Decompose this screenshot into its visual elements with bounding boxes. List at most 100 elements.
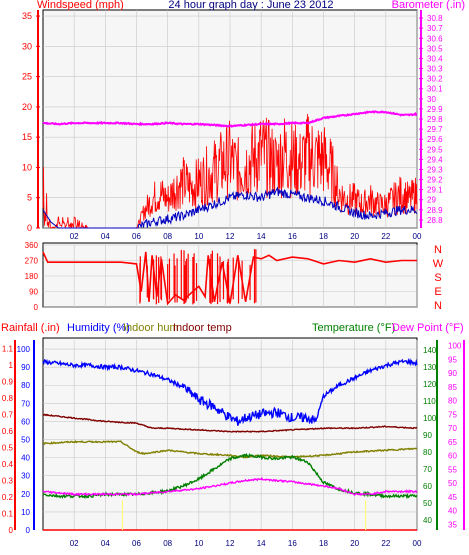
dew-point-f-series <box>42 476 418 497</box>
humidity-tick: 50 <box>21 436 30 445</box>
dewpoint-tick: 70 <box>448 424 457 433</box>
compass-label: N <box>434 244 442 256</box>
barometer-tick: 29.6 <box>427 135 443 144</box>
humidity-tick: 0 <box>26 526 31 535</box>
barometer-tick: 29.3 <box>427 165 443 174</box>
axis-ticks: 0510152025303528.828.92929.129.229.329.4… <box>2 10 465 548</box>
barometer-tick: 30.4 <box>427 54 443 63</box>
temperature-tick: 100 <box>423 414 437 423</box>
barometer-tick: 30.6 <box>427 34 443 43</box>
rain-tick: 0.1 <box>2 509 14 518</box>
barometer-tick: 30 <box>427 95 436 104</box>
compass-label: W <box>433 258 444 270</box>
barometer-tick: 29.9 <box>427 105 443 114</box>
average-wind-series <box>42 186 418 229</box>
rain-tick: 1 <box>9 361 14 370</box>
x-tick-label: 22 <box>381 539 390 548</box>
temp-humidity-series <box>42 357 418 531</box>
temperature-axis-label: Temperature (°F) <box>312 322 395 334</box>
indoor-temp-series <box>42 413 418 434</box>
barometer-tick: 30.5 <box>427 44 443 53</box>
temperature-tick: 90 <box>423 431 432 440</box>
x-tick-label: 20 <box>350 232 359 241</box>
x-tick-label: 10 <box>194 539 203 548</box>
rain-tick: 0.7 <box>2 410 14 419</box>
dewpoint-axis-label: Dew Point (°F) <box>392 322 464 334</box>
barometer-tick: 29.7 <box>427 125 443 134</box>
x-tick-label: 04 <box>101 539 110 548</box>
x-tick-label: 18 <box>319 539 328 548</box>
x-tick-label: 10 <box>194 232 203 241</box>
rain-tick: 0.5 <box>2 443 14 452</box>
barometer-tick: 30.3 <box>427 65 443 74</box>
temperature-tick: 50 <box>423 499 432 508</box>
humidity-tick: 10 <box>21 508 30 517</box>
dewpoint-tick: 45 <box>448 493 457 502</box>
direction-tick: 360 <box>25 241 39 250</box>
barometer-tick: 29.1 <box>427 186 443 195</box>
humidity-tick: 90 <box>21 363 30 372</box>
direction-tick: 90 <box>29 288 38 297</box>
barometer-tick: 30.7 <box>427 24 443 33</box>
rain-tick: 1.1 <box>2 344 14 353</box>
x-tick-label: 08 <box>163 232 172 241</box>
x-tick-label: 12 <box>226 539 235 548</box>
dewpoint-tick: 75 <box>448 410 457 419</box>
dewpoint-tick: 65 <box>448 438 457 447</box>
x-tick-label: 06 <box>132 232 141 241</box>
indoor-temp-legend: Indoor temp <box>173 322 232 334</box>
x-tick-label: 20 <box>350 539 359 548</box>
x-tick-label: 06 <box>132 539 141 548</box>
dewpoint-tick: 55 <box>448 465 457 474</box>
humidity-tick: 30 <box>21 472 30 481</box>
graph-title: 24 hour graph day : June 23 2012 <box>168 0 333 11</box>
temperature-f-series <box>42 452 418 500</box>
humidity-tick: 40 <box>21 454 30 463</box>
temperature-tick: 70 <box>423 465 432 474</box>
barometer-tick: 28.9 <box>427 206 443 215</box>
rain-tick: 0.2 <box>2 493 14 502</box>
barometer-tick: 29.8 <box>427 115 443 124</box>
rain-tick: 0 <box>9 526 14 535</box>
direction-tick: 0 <box>34 303 39 312</box>
dewpoint-tick: 60 <box>448 452 457 461</box>
windspeed-tick: 15 <box>22 132 32 142</box>
windspeed-tick: 10 <box>22 162 32 172</box>
temperature-tick: 40 <box>423 516 432 525</box>
temperature-tick: 80 <box>423 448 432 457</box>
x-tick-label: 12 <box>226 232 235 241</box>
barometer-tick: 30.8 <box>427 14 443 23</box>
barometer-tick: 29.4 <box>427 155 443 164</box>
rainfall-axis-label: Rainfall (.in) <box>1 322 60 334</box>
humidity-tick: 100 <box>17 345 31 354</box>
windspeed-axis-label: Windspeed (mph) <box>37 0 124 11</box>
barometer-tick: 29 <box>427 196 436 205</box>
dewpoint-tick: 90 <box>448 369 457 378</box>
x-tick-label: 02 <box>70 232 79 241</box>
rain-tick: 0.6 <box>2 427 14 436</box>
barometer-series <box>42 110 418 128</box>
temperature-tick: 60 <box>423 482 432 491</box>
windspeed-tick: 5 <box>27 193 32 203</box>
windspeed-tick: 25 <box>22 72 32 82</box>
x-tick-label: 04 <box>101 232 110 241</box>
rain-tick: 0.4 <box>2 460 14 469</box>
dewpoint-tick: 80 <box>448 397 457 406</box>
humidity-tick: 60 <box>21 417 30 426</box>
humidity-tick: 80 <box>21 381 30 390</box>
windspeed-tick: 20 <box>22 102 32 112</box>
wind-direction-series <box>42 251 417 306</box>
rain-tick: 0.9 <box>2 377 14 386</box>
direction-panel-grid <box>43 244 418 308</box>
windspeed-tick: 0 <box>27 223 32 233</box>
x-tick-label: 18 <box>319 232 328 241</box>
x-tick-label: 16 <box>288 539 297 548</box>
x-tick-label: 00 <box>413 232 422 241</box>
x-tick-label: 02 <box>70 539 79 548</box>
x-tick-label: 16 <box>288 232 297 241</box>
barometer-tick: 28.8 <box>427 216 443 225</box>
dewpoint-tick: 85 <box>448 383 457 392</box>
rain-tick: 0.3 <box>2 476 14 485</box>
humidity-tick: 20 <box>21 490 30 499</box>
